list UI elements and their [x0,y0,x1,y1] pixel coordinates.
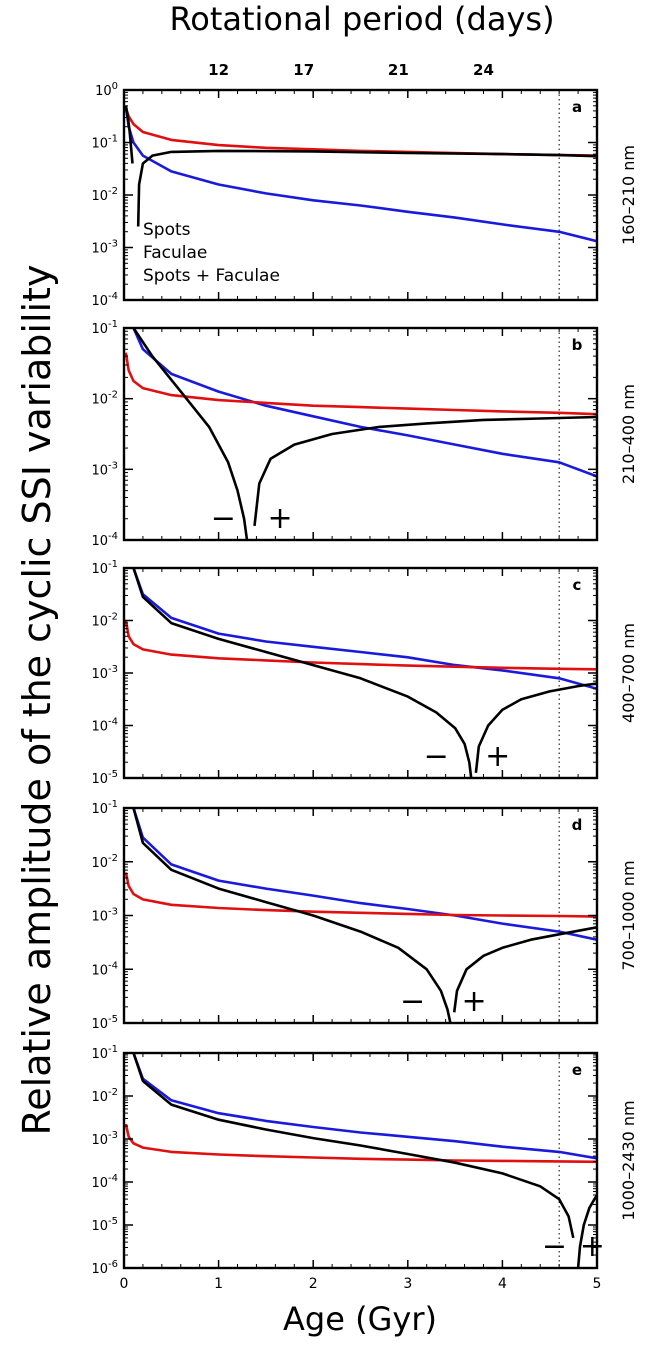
spots-faculae-line [474,682,597,773]
top-tick-label: 17 [293,61,314,79]
y-tick-label: 10-4 [91,717,118,735]
spots-faculae-line [132,1053,575,1239]
y-tick-label: 10-5 [91,769,118,787]
y-tick-label: 10-3 [91,460,118,478]
legend-entry: Spots [143,220,191,240]
x-tick-label: 4 [498,1276,507,1292]
panel-letter: a [572,98,582,116]
top-tick-label: 12 [208,61,229,79]
y-tick-label: 10-2 [91,853,118,871]
panel-d: 10-5 10-4 10-3 10-2 10-1 d 700–1000 nm − + [91,799,638,1032]
panel-e: 0 1 2 3 4 5 10-6 10-5 10-4 10-3 10-2 10-1 e 1000–2430… [91,1044,638,1292]
spots-faculae-line [452,926,597,1013]
faculae-line [124,1123,597,1164]
y-tick-label: 10-1 [91,799,118,817]
minus-sign-label: − [211,501,236,536]
minus-sign-label: − [400,984,425,1019]
faculae-line [124,107,597,157]
panel-letter: e [572,1061,582,1079]
y-tick-label: 10-1 [91,319,118,337]
top-tick-label: 24 [473,61,494,79]
x-axis-title: Age (Gyr) [283,1300,437,1338]
y-tick-label: 10-1 [91,1044,118,1062]
x-tick-label: 0 [120,1276,129,1292]
y-tick-label: 10-2 [91,390,118,408]
y-tick-label: 10-4 [91,1173,118,1191]
spots-line [124,105,597,243]
spots-faculae-line [253,415,597,527]
plus-sign-label: + [268,501,293,536]
y-tick-label: 10-3 [91,664,118,682]
panel-frame [122,1051,599,1270]
y-tick-label: 10-3 [91,239,118,257]
y-tick-label: 10-4 [91,960,118,978]
y-tick-label: 10-2 [91,1087,118,1105]
faculae-line [124,620,597,671]
y-tick-label: 10-1 [91,559,118,577]
spots-line [132,808,597,941]
legend-entry: Spots + Faculae [143,266,280,286]
spots-faculae-line [132,808,452,1023]
spots-faculae-line [576,1194,597,1268]
panel-letter: c [573,576,582,594]
panel-c: 10-5 10-4 10-3 10-2 10-1 c 400–700 nm − + [91,559,638,787]
spots-faculae-line [136,149,597,227]
y-tick-label: 10-4 [91,531,118,549]
x-tick-label: 3 [403,1276,412,1292]
top-tick-label: 21 [388,61,409,79]
panel-frame [122,326,599,542]
x-tick-label: 5 [593,1276,602,1292]
minus-sign-label: − [424,739,449,774]
y-tick-label: 100 [95,81,118,99]
minus-sign-label: − [542,1229,567,1264]
y-axis-title: Relative amplitude of the cyclic SSI var… [15,265,59,1136]
spots-faculae-line [124,105,134,164]
y-tick-label: 10-5 [91,1014,118,1032]
wavelength-band-label: 700–1000 nm [619,860,638,970]
plus-sign-label: + [485,739,510,774]
panel-letter: b [572,336,583,354]
y-tick-label: 10-3 [91,1130,118,1148]
panel-a: 10-4 10-3 10-2 10-1 100 a 160–210 nm Spots Facul… [91,81,638,309]
x-tick-label: 2 [309,1276,318,1292]
panel-letter: d [572,816,583,834]
top-axis-title: Rotational period (days) [169,0,554,38]
legend-entry: Faculae [143,243,207,263]
plus-sign-label: + [461,984,486,1019]
spots-line [132,328,597,478]
faculae-line [124,352,597,416]
plus-sign-label: + [580,1229,605,1264]
wavelength-band-label: 1000–2430 nm [619,1100,638,1220]
spots-line [132,568,597,691]
spots-line [132,1053,597,1160]
y-tick-label: 10-6 [91,1259,118,1277]
wavelength-band-label: 400–700 nm [619,623,638,723]
y-tick-label: 10-3 [91,907,118,925]
spots-faculae-line [132,568,473,778]
x-tick-label: 1 [214,1276,223,1292]
spots-faculae-line [132,328,249,540]
y-tick-label: 10-2 [91,612,118,630]
y-tick-label: 10-5 [91,1216,118,1234]
panel-b: 10-4 10-3 10-2 10-1 b 210–400 nm − + [91,319,638,549]
wavelength-band-label: 160–210 nm [619,145,638,245]
wavelength-band-label: 210–400 nm [619,384,638,484]
y-tick-label: 10-4 [91,291,118,309]
faculae-line [124,872,597,918]
y-tick-label: 10-1 [91,134,118,152]
y-tick-label: 10-2 [91,186,118,204]
